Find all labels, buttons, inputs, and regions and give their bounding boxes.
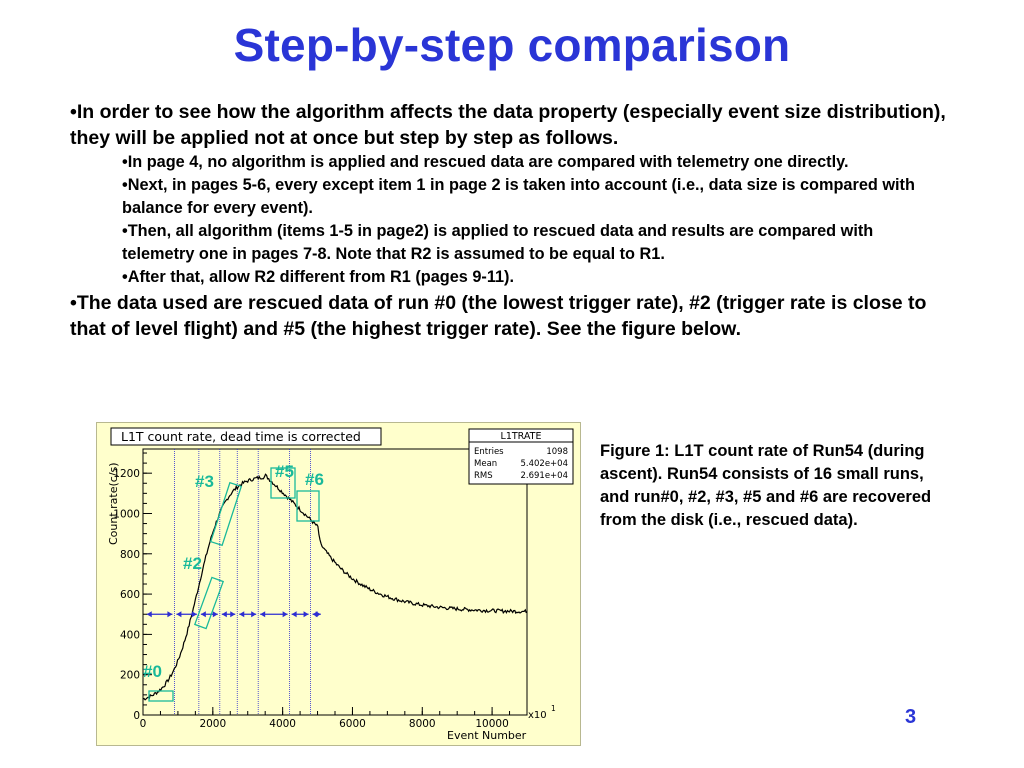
- arrow-head: [282, 611, 288, 618]
- figure-plot: L1T count rate, dead time is corrected 0…: [96, 422, 581, 746]
- run-box-0: [148, 690, 174, 702]
- arrow-head: [315, 611, 321, 618]
- run-label-6: #6: [305, 470, 324, 489]
- sub-bullet-pages5-6: •Next, in pages 5-6, every except item 1…: [122, 176, 915, 217]
- stats-box: L1TRATE Entries 1098 Mean 5.402e+04 RMS …: [468, 428, 574, 485]
- run-boxes: [148, 467, 320, 702]
- y-tick-label: 200: [120, 670, 140, 682]
- y-tick-label: 0: [133, 710, 140, 722]
- stats-name: L1TRATE: [501, 431, 542, 442]
- arrow-head: [167, 611, 173, 618]
- x-tick-label: 2000: [199, 718, 226, 730]
- plot-title: L1T count rate, dead time is corrected: [121, 429, 361, 444]
- stats-mean-value: 5.402e+04: [520, 459, 568, 469]
- y-tick-label: 600: [120, 589, 140, 601]
- arrow-head: [176, 611, 182, 618]
- run-extent-arrows: [146, 611, 321, 618]
- stats-rms-value: 2.691e+04: [520, 471, 568, 481]
- stats-entries-label: Entries: [474, 447, 504, 457]
- arrow-head: [230, 611, 236, 618]
- stats-rms-label: RMS: [474, 471, 493, 481]
- slide-title: Step-by-step comparison: [233, 19, 791, 71]
- x-scale-label: x10: [528, 710, 547, 721]
- figure-caption: Figure 1: L1T count rate of Run54 (durin…: [600, 442, 932, 529]
- x-tick-label: 10000: [475, 718, 508, 730]
- plot-canvas: L1T count rate, dead time is corrected 0…: [107, 427, 574, 742]
- arrow-head: [260, 611, 266, 618]
- sub-bullet-page4: •In page 4, no algorithm is applied and …: [122, 153, 849, 171]
- x-axis-label: Event Number: [447, 729, 527, 742]
- stats-mean-label: Mean: [474, 459, 497, 469]
- x-tick-label: 4000: [269, 718, 296, 730]
- x-scale-exponent: 1: [551, 704, 556, 713]
- bullet-intro: •In order to see how the algorithm affec…: [70, 101, 946, 149]
- x-tick-label: 8000: [409, 718, 436, 730]
- rate-curve: [142, 473, 527, 701]
- y-axis-label: Count rate(c/s): [107, 462, 120, 545]
- plot-title-box: [110, 427, 382, 446]
- run-label-2: #2: [183, 554, 202, 573]
- y-tick-label: 400: [120, 629, 140, 641]
- arrow-head: [200, 611, 206, 618]
- stats-entries-value: 1098: [546, 447, 568, 457]
- run-box-2: [193, 576, 225, 630]
- run-box-5: [270, 467, 296, 499]
- sub-bullet-pages9-11: •After that, allow R2 different from R1 …: [122, 268, 514, 286]
- arrow-head: [291, 611, 297, 618]
- y-tick-label: 1200: [113, 468, 140, 480]
- run-box-3: [209, 481, 243, 547]
- arrow-head: [191, 611, 197, 618]
- arrow-head: [212, 611, 218, 618]
- arrow-head: [251, 611, 257, 618]
- bullet-list: •In order to see how the algorithm affec…: [70, 100, 950, 342]
- run-label-3: #3: [195, 472, 214, 491]
- run-box-6: [296, 490, 320, 522]
- y-tick-label: 1000: [113, 508, 140, 520]
- arrow-head: [303, 611, 309, 618]
- arrow-head: [146, 611, 152, 618]
- page-number: 3: [905, 706, 917, 728]
- sub-bullet-pages7-8: •Then, all algorithm (items 1-5 in page2…: [122, 222, 874, 263]
- run-boundary-lines: [174, 449, 311, 715]
- run-label-0: #0: [143, 662, 162, 681]
- y-tick-label: 800: [120, 549, 140, 561]
- x-tick-label: 6000: [339, 718, 366, 730]
- bullet-runs: •The data used are rescued data of run #…: [70, 292, 927, 340]
- run-label-5: #5: [275, 462, 294, 481]
- axis-ticks: 0 2000 4000 6000 8000 10000 0 200 400 600 800 1000 1…: [113, 452, 528, 730]
- x-tick-label: 0: [140, 718, 147, 730]
- arrow-head: [239, 611, 245, 618]
- arrow-head: [221, 611, 227, 618]
